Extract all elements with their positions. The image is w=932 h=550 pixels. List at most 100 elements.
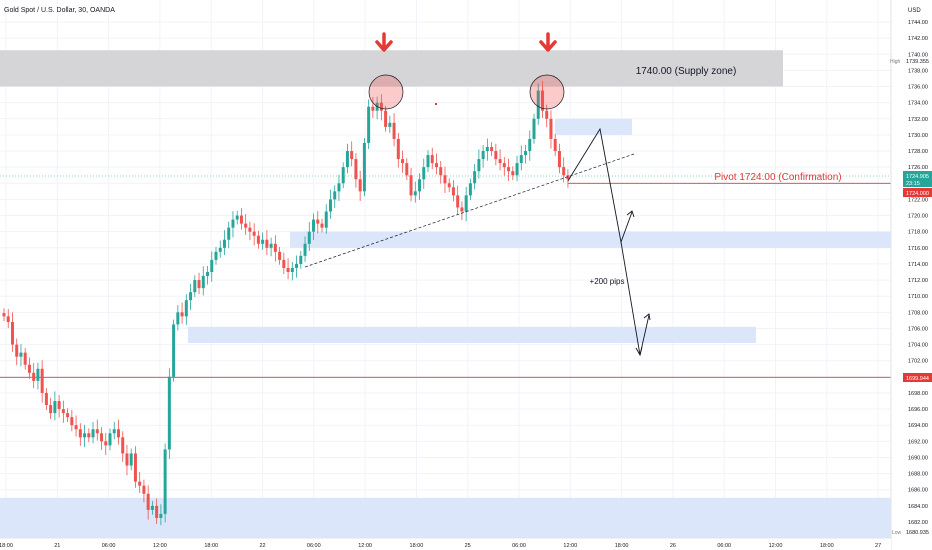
candle-body xyxy=(498,159,502,164)
candle-body xyxy=(83,433,87,438)
price-tick-label: 1702.00 xyxy=(908,359,928,365)
zones-layer xyxy=(0,50,891,539)
price-tick-label: 1682.00 xyxy=(908,520,928,526)
candle-body xyxy=(549,118,553,139)
candle-body xyxy=(409,175,413,196)
candle-body xyxy=(358,179,362,192)
price-tick-label: 1742.00 xyxy=(908,36,928,42)
candle-body xyxy=(167,376,171,450)
candle-body xyxy=(362,142,366,192)
price-tick-label: 1686.00 xyxy=(908,488,928,494)
time-tick-label: 06:00 xyxy=(102,543,116,549)
candle-body xyxy=(53,401,57,414)
candle-body xyxy=(388,122,392,127)
candle-body xyxy=(473,171,477,184)
price-tick-label: 1716.00 xyxy=(908,246,928,252)
high-tag: High xyxy=(890,59,901,65)
price-tick-label: 1726.00 xyxy=(908,165,928,171)
time-tick-label: 18:00 xyxy=(615,543,629,549)
time-axis[interactable]: 18:00 21 06:00 12:00 18:00 22 06:00 12:00 18:00 2… xyxy=(0,537,891,550)
demand-zone-mid xyxy=(290,231,891,248)
candle-body xyxy=(316,219,320,224)
price-tick-label: 1734.00 xyxy=(908,101,928,107)
candle-body xyxy=(133,453,137,482)
red-down-arrow-icon xyxy=(539,32,557,52)
candle-body xyxy=(218,247,222,252)
candle-body xyxy=(282,259,286,268)
candle-body xyxy=(384,110,388,127)
candle-body xyxy=(295,263,299,268)
time-tick-label: 12:00 xyxy=(769,543,783,549)
candle-body xyxy=(159,513,163,518)
candle-body xyxy=(413,191,417,196)
candle-body xyxy=(337,183,341,192)
candle-body xyxy=(129,453,133,466)
candle-body xyxy=(261,239,265,244)
candle-body xyxy=(91,429,95,438)
candle-body xyxy=(333,191,337,200)
candle-body xyxy=(138,481,142,486)
candle-body xyxy=(57,401,61,410)
candle-body xyxy=(244,223,248,228)
candle-body xyxy=(40,368,44,393)
candle-body xyxy=(485,147,489,152)
pivot-price-badge xyxy=(903,188,932,197)
candle-body xyxy=(367,106,371,143)
candle-body xyxy=(553,138,557,152)
candle-body xyxy=(481,151,485,160)
price-tick-label: 1694.00 xyxy=(908,423,928,429)
drawings-layer xyxy=(304,32,651,357)
candle-body xyxy=(265,239,269,248)
candle-body xyxy=(150,505,154,510)
pivot-label: Pivot 1724.00 (Confirmation) xyxy=(714,172,841,183)
candle-body xyxy=(426,155,430,168)
price-tick-label: 1690.00 xyxy=(908,455,928,461)
candle-body xyxy=(307,231,311,244)
time-tick-label: 12:00 xyxy=(563,543,577,549)
candle-body xyxy=(78,429,82,438)
price-axis[interactable]: USD 1682.00 1684.00 1686.00 1688.00 1690.00 1… xyxy=(890,0,932,550)
red-down-arrow-icon xyxy=(375,32,393,52)
price-tick-label: 1722.00 xyxy=(908,197,928,203)
time-tick-label: 18:00 xyxy=(820,543,834,549)
candle-body xyxy=(354,159,358,180)
candle-body xyxy=(278,251,282,260)
pips-label: +200 pips xyxy=(590,277,625,286)
candle-body xyxy=(163,449,167,514)
candle-body xyxy=(396,138,400,160)
demand-zone-upper xyxy=(555,118,632,135)
low-tag: Low xyxy=(892,530,902,536)
time-tick-label: 06:00 xyxy=(717,543,731,549)
candle-body xyxy=(490,147,494,152)
candle-body xyxy=(371,106,375,111)
candle-body xyxy=(104,441,108,446)
candle-body xyxy=(100,433,104,442)
candle-body xyxy=(328,199,332,212)
first-top-circle xyxy=(368,74,404,110)
candle-body xyxy=(324,211,328,228)
candle-body xyxy=(464,195,468,212)
candle-body xyxy=(197,280,201,289)
candle-body xyxy=(515,163,519,176)
price-tick-label: 1732.00 xyxy=(908,117,928,123)
time-tick-label: 18:00 xyxy=(204,543,218,549)
level-lines xyxy=(0,175,891,378)
price-tick-label: 1708.00 xyxy=(908,310,928,316)
candle-body xyxy=(10,322,14,345)
candle-body xyxy=(155,505,159,518)
candle-body xyxy=(15,344,19,357)
candle-body xyxy=(460,207,464,212)
support-price-badge xyxy=(903,373,932,382)
price-tick-label: 1692.00 xyxy=(908,439,928,445)
candle-body xyxy=(494,151,498,160)
time-tick-label: 27 xyxy=(875,543,881,549)
candle-body xyxy=(193,280,197,293)
price-tick-label: 1728.00 xyxy=(908,149,928,155)
time-tick-label: 22 xyxy=(259,543,265,549)
candle-body xyxy=(290,267,294,272)
pivot-price-value: 1724.000 xyxy=(906,191,929,197)
candle-body xyxy=(299,255,303,264)
candle-body xyxy=(434,163,438,168)
candle-body xyxy=(231,219,235,228)
